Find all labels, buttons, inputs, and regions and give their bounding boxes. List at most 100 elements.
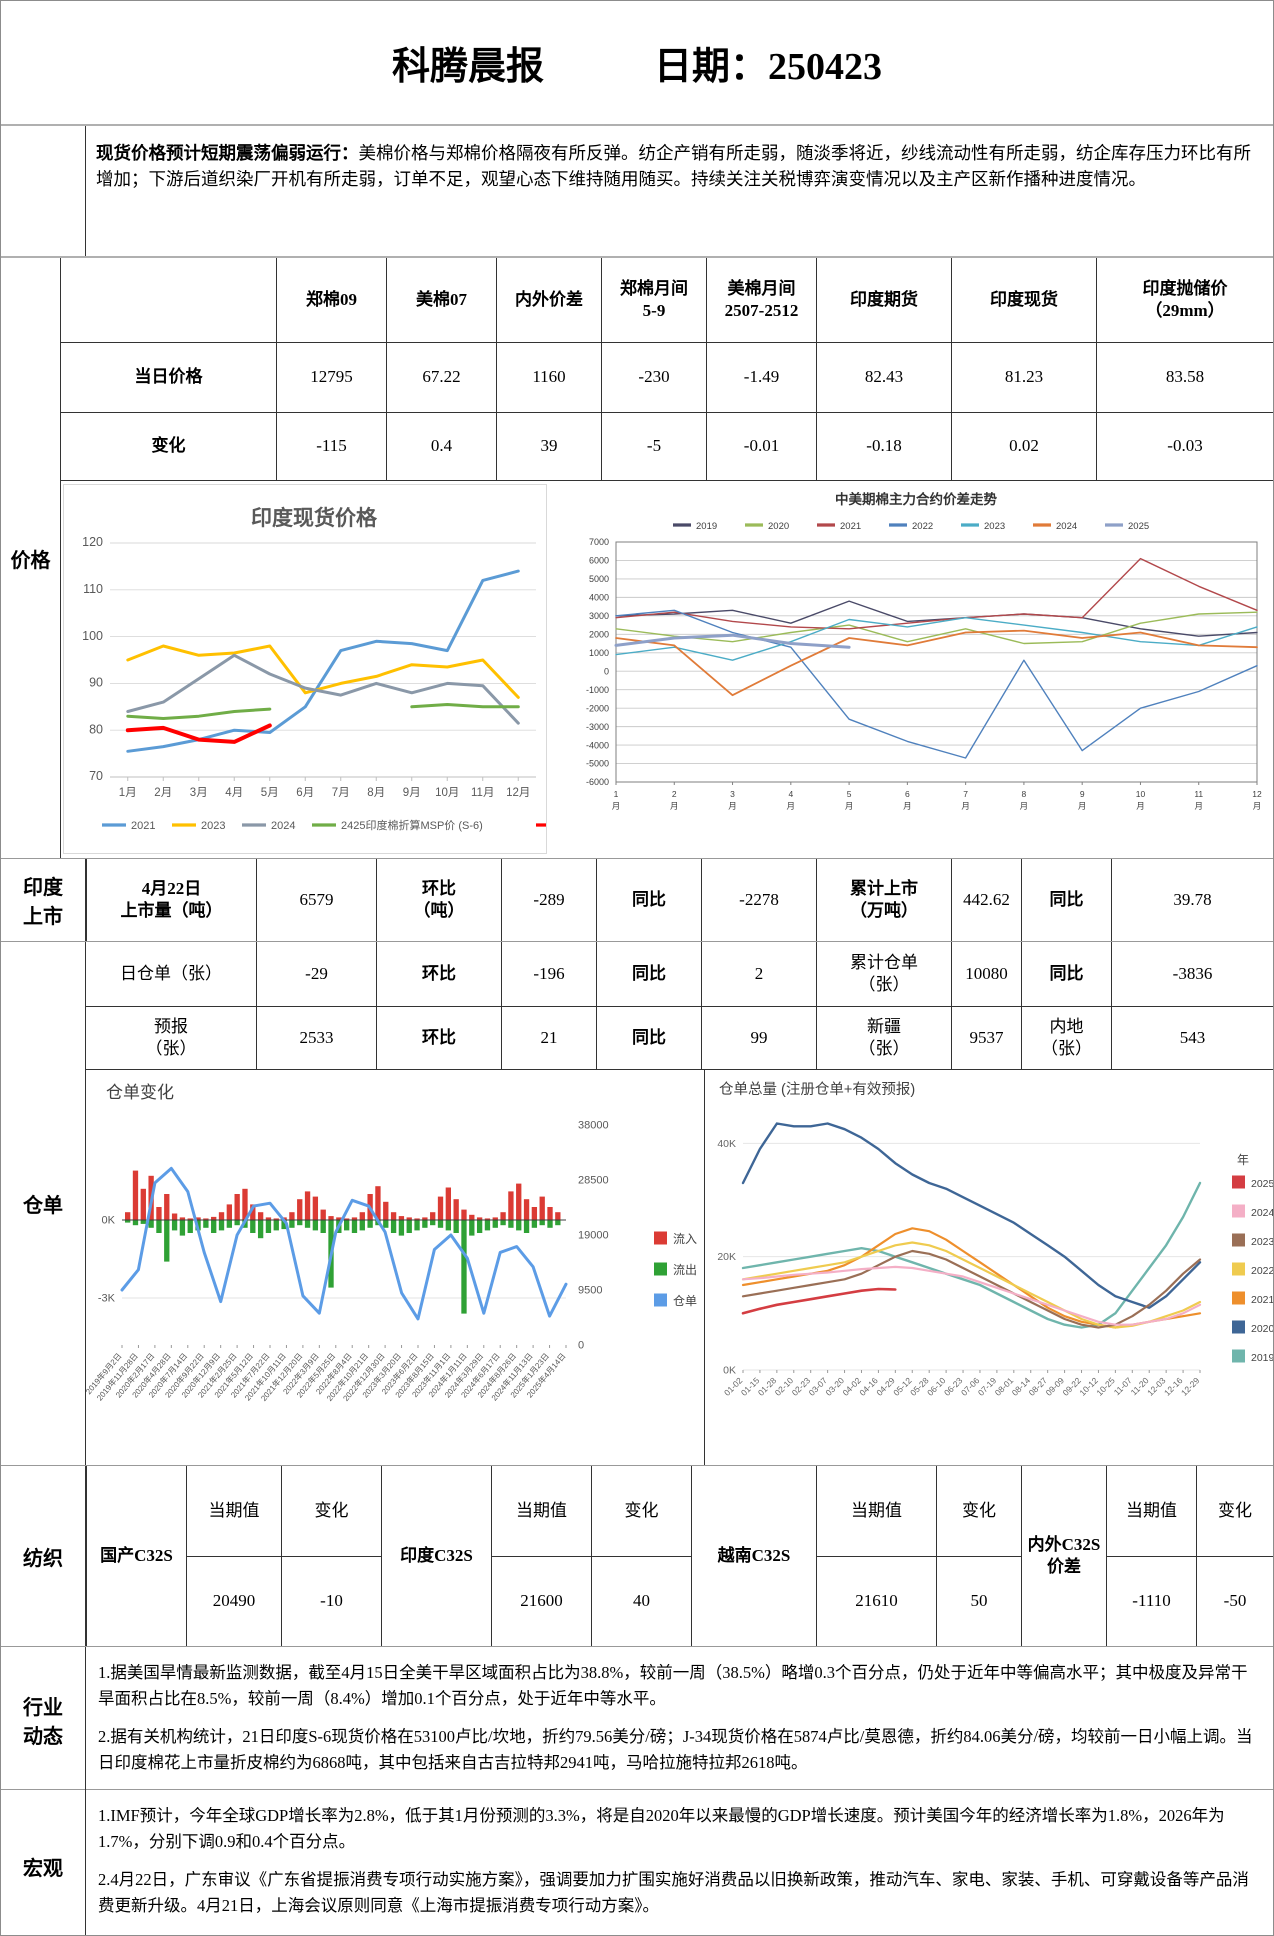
svg-text:5: 5	[847, 789, 852, 799]
macro-news-body: 1.IMF预计，今年全球GDP增长率为2.8%，低于其1月份预测的3.3%，将是…	[86, 1790, 1273, 1935]
svg-text:仓单总量 (注册仓单+有效预报): 仓单总量 (注册仓单+有效预报)	[719, 1081, 915, 1098]
svg-text:2024: 2024	[271, 820, 295, 832]
svg-text:仓单: 仓单	[673, 1294, 697, 1308]
price-charts-area: 印度现货价格 70 80 90 100 110 120 1月 2月 3月 4月 5月 6月 7月 8月 9月 1…	[61, 481, 1273, 858]
price-change-value: -115	[276, 413, 386, 480]
svg-text:10月: 10月	[435, 787, 459, 799]
india-listing-section: 印度 上市 4月22日 上市量（吨） 6579 环比 （吨） -289 同比 -…	[1, 859, 1273, 942]
textile-col-change: 变化	[936, 1466, 1021, 1556]
textile-vietnam-value: 21610	[816, 1556, 936, 1646]
textile-col-value: 当期值	[491, 1466, 591, 1556]
svg-text:0K: 0K	[723, 1365, 736, 1377]
svg-text:1000: 1000	[589, 648, 609, 658]
price-col-india-futures: 印度期货	[816, 258, 951, 342]
wh-forecast-mom-value: 21	[501, 1007, 596, 1069]
svg-text:8月: 8月	[367, 787, 385, 799]
svg-text:2022: 2022	[1251, 1265, 1274, 1277]
wh-inland-label: 内地 （张）	[1021, 1007, 1111, 1069]
svg-text:-4000: -4000	[586, 740, 609, 750]
svg-text:月: 月	[612, 801, 621, 811]
wh-forecast-label: 预报 （张）	[145, 1016, 197, 1058]
price-col-zm-calendar: 郑棉月间 5-9	[601, 258, 706, 342]
svg-text:12月: 12月	[506, 787, 530, 799]
svg-text:月: 月	[1194, 801, 1203, 811]
warehouse-change-chart: 仓单变化 38000 28500 19000 9500 0 2019年9月2日 2019年11…	[86, 1070, 705, 1465]
svg-text:1: 1	[614, 789, 619, 799]
textile-col-change: 变化	[281, 1466, 381, 1556]
india-section-label: 印度 上市	[1, 859, 86, 941]
textile-col-change: 变化	[591, 1466, 691, 1556]
svg-text:11-07: 11-07	[1112, 1375, 1134, 1397]
price-change-value: -0.03	[1096, 413, 1273, 480]
price-col-india-reserve: 印度抛储价 （29mm）	[1096, 258, 1273, 342]
wh-cum-yoy-value: -3836	[1111, 942, 1273, 1006]
svg-text:仓单变化: 仓单变化	[106, 1083, 174, 1102]
price-change-label: 变化	[151, 436, 186, 456]
price-day-value: 83.58	[1096, 343, 1273, 412]
svg-text:2021: 2021	[840, 521, 861, 532]
svg-text:80: 80	[89, 722, 103, 736]
price-section-label: 价格	[1, 258, 61, 858]
textile-group-domestic: 国产C32S	[86, 1466, 186, 1646]
price-day-value: 81.23	[951, 343, 1096, 412]
price-day-value: 82.43	[816, 343, 951, 412]
svg-text:-1000: -1000	[586, 685, 609, 695]
svg-text:4000: 4000	[589, 593, 609, 603]
wh-xinjiang-label: 新疆 （张）	[816, 1007, 951, 1069]
textile-group-india: 印度C32S	[381, 1466, 491, 1646]
svg-text:2: 2	[672, 789, 677, 799]
svg-text:2022: 2022	[912, 521, 933, 532]
warehouse-forecast-row: 预报 （张） 2533 环比 21 同比 99 新疆 （张） 9537 内地 （…	[86, 1007, 1273, 1070]
svg-text:流出: 流出	[673, 1263, 697, 1277]
svg-text:5000: 5000	[589, 574, 609, 584]
wh-cum-yoy-label: 同比	[1021, 942, 1111, 1006]
textile-col-value: 当期值	[1106, 1466, 1196, 1556]
price-day-label: 当日价格	[134, 367, 203, 387]
svg-text:月: 月	[845, 801, 854, 811]
india-yoy-value: -2278	[701, 859, 816, 941]
price-section: 价格 郑棉09 美棉07 内外价差 郑棉月间 5-9 美棉月间 2507-251…	[1, 258, 1273, 859]
textile-section: 纺织 国产C32S 当期值 变化 20490 -10 印度C32S 当期值 变化…	[1, 1466, 1273, 1647]
wh-daily-yoy-label: 同比	[596, 942, 701, 1006]
price-col-zhengmian09: 郑棉09	[276, 258, 386, 342]
india-cum-yoy-label: 同比	[1021, 859, 1111, 941]
svg-text:2021: 2021	[1251, 1294, 1274, 1306]
textile-spread-change: -50	[1196, 1556, 1273, 1646]
cn-us-futures-spread-chart: 中美期棉主力合约价差走势 -6000 -5000 -4000 -3000 -2000 -10…	[561, 482, 1271, 852]
india-cum-yoy-value: 39.78	[1111, 859, 1273, 941]
svg-text:6: 6	[905, 789, 910, 799]
svg-text:-2000: -2000	[586, 703, 609, 713]
wh-forecast-yoy-label: 同比	[596, 1007, 701, 1069]
svg-text:8: 8	[1022, 789, 1027, 799]
industry-news-item: 2.据有关机构统计，21日印度S-6现货价格在53100卢比/坎地，折约79.5…	[98, 1727, 1253, 1772]
svg-text:月: 月	[903, 801, 912, 811]
price-day-value: 12795	[276, 343, 386, 412]
svg-text:9500: 9500	[578, 1285, 602, 1297]
wh-xinjiang-value: 9537	[951, 1007, 1021, 1069]
industry-section-label: 行业 动态	[1, 1647, 86, 1793]
textile-vietnam-change: 50	[936, 1556, 1021, 1646]
svg-text:3: 3	[730, 789, 735, 799]
svg-text:2425印度棉折算MSP价 (S-6): 2425印度棉折算MSP价 (S-6)	[341, 818, 483, 832]
wh-inland-value: 543	[1111, 1007, 1273, 1069]
svg-text:2021: 2021	[131, 820, 155, 832]
svg-text:7月: 7月	[332, 787, 350, 799]
svg-text:40K: 40K	[717, 1138, 736, 1150]
svg-text:月: 月	[787, 801, 796, 811]
textile-domestic-change: -10	[281, 1556, 381, 1646]
svg-text:月: 月	[961, 801, 970, 811]
macro-news-item: 1.IMF预计，今年全球GDP增长率为2.8%，低于其1月份预测的3.3%，将是…	[98, 1806, 1225, 1851]
textile-col-value: 当期值	[186, 1466, 281, 1556]
india-spot-price-chart: 印度现货价格 70 80 90 100 110 120 1月 2月 3月 4月 5月 6月 7月 8月 9月 1…	[63, 484, 547, 854]
svg-text:120: 120	[82, 535, 103, 549]
price-change-value: -0.18	[816, 413, 951, 480]
warehouse-daily-row: 日仓单（张） -29 环比 -196 同比 2 累计仓单 （张） 10080 同…	[86, 942, 1273, 1007]
summary-lead: 现货价格预计短期震荡偏弱运行：	[96, 143, 359, 163]
textile-col-value: 当期值	[816, 1466, 936, 1556]
svg-text:2023: 2023	[984, 521, 1005, 532]
macro-section: 宏观 1.IMF预计，今年全球GDP增长率为2.8%，低于其1月份预测的3.3%…	[1, 1790, 1273, 1935]
svg-text:2019: 2019	[1251, 1352, 1274, 1364]
price-change-value: 0.4	[386, 413, 496, 480]
svg-text:4: 4	[788, 789, 793, 799]
svg-text:2025: 2025	[1128, 521, 1149, 532]
